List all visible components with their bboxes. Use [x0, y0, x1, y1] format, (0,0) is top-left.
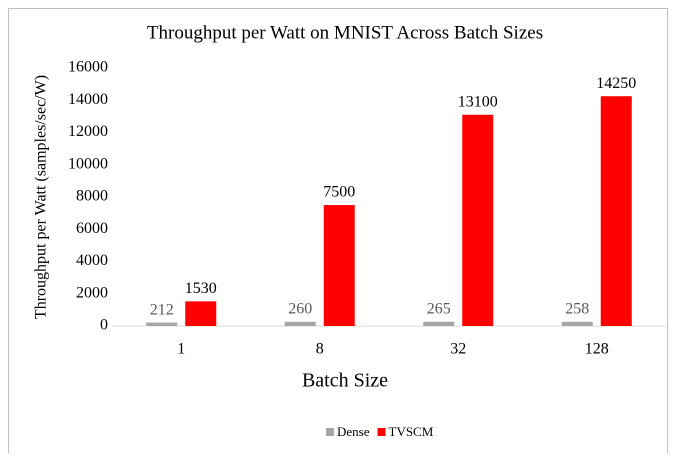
- legend-swatch: [326, 428, 334, 436]
- x-tick-label: 128: [585, 341, 609, 358]
- data-label: 7500: [323, 184, 355, 201]
- y-tick-label: 10000: [68, 155, 108, 172]
- bar: [284, 321, 316, 326]
- bar: [561, 321, 593, 326]
- bar: [323, 205, 355, 326]
- bar: [462, 114, 494, 326]
- data-label: 258: [565, 301, 589, 318]
- y-tick-label: 2000: [76, 284, 108, 301]
- legend-label: Dense: [337, 424, 370, 439]
- legend-swatch: [377, 428, 386, 436]
- data-label: 260: [288, 300, 312, 317]
- bar: [600, 96, 632, 326]
- y-tick-label: 12000: [68, 123, 108, 140]
- y-tick-label: 6000: [76, 220, 108, 237]
- data-label: 265: [427, 300, 451, 317]
- y-tick-label: 16000: [68, 59, 108, 76]
- data-label: 212: [150, 301, 174, 318]
- y-axis-title: Throughput per Watt (samples/sec/W): [33, 75, 50, 319]
- x-tick-label: 32: [450, 341, 466, 358]
- x-tick-label: 8: [316, 341, 324, 358]
- y-tick-label: 14000: [68, 91, 108, 108]
- y-tick-label: 8000: [76, 188, 108, 205]
- bar: [423, 321, 455, 326]
- data-label: 13100: [458, 93, 498, 110]
- data-label: 14250: [596, 75, 636, 92]
- bar: [146, 322, 178, 326]
- y-tick-label: 0: [100, 317, 108, 334]
- bar: [185, 301, 217, 326]
- x-axis-title: Batch Size: [302, 370, 388, 392]
- legend-label: TVSCM: [389, 424, 434, 439]
- x-tick-label: 1: [177, 341, 185, 358]
- y-tick-label: 4000: [76, 252, 108, 269]
- chart-title: Throughput per Watt on MNIST Across Batc…: [147, 22, 543, 43]
- data-label: 1530: [185, 280, 217, 297]
